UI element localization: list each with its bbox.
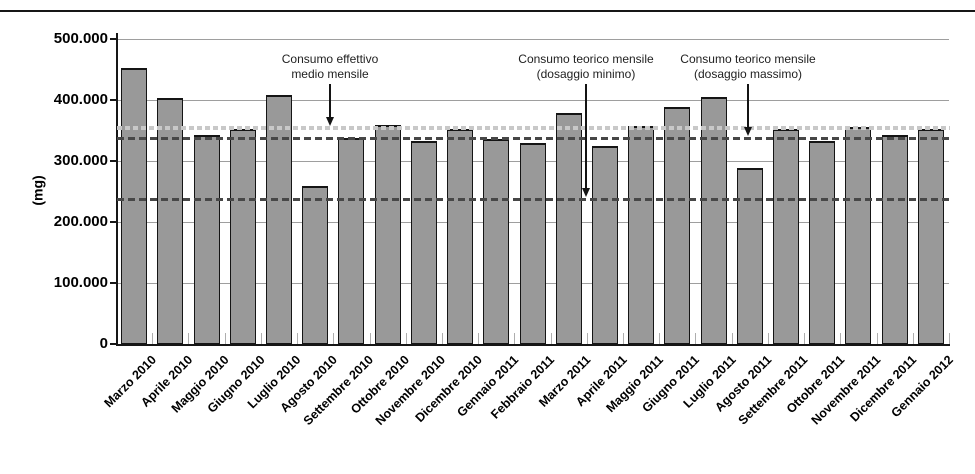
annotation-consumo-effettivo-medio-mensile: Consumo effettivo medio mensile <box>210 52 450 82</box>
y-axis-tick-label: 200.000 <box>53 213 108 230</box>
reference-line-consumo-effettivo-medio-mensile <box>117 126 950 131</box>
x-axis-category-tick <box>840 333 842 344</box>
x-axis-category-tick <box>297 333 299 344</box>
y-axis-tick <box>110 38 116 40</box>
y-axis-tick <box>110 282 116 284</box>
bar-novembre-2010 <box>410 140 437 344</box>
x-axis-category-tick <box>586 333 588 344</box>
bar-marzo-2010 <box>121 68 148 344</box>
x-axis-category-tick <box>514 333 516 344</box>
annotation-arrow-head-consumo-effettivo-medio-mensile <box>325 117 334 127</box>
annotation-arrow-stem-consumo-teorico-mensile-dosaggio-massimo <box>747 84 749 128</box>
bar-aprile-2011 <box>591 146 618 344</box>
y-axis-tick-label: 500.000 <box>53 30 108 47</box>
y-axis-line <box>116 33 118 346</box>
annotation-line: (dosaggio massimo) <box>693 67 803 81</box>
y-axis-tick <box>110 99 116 101</box>
annotation-arrow-stem-consumo-effettivo-medio-mensile <box>329 84 331 118</box>
annotation-consumo-teorico-mensile-dosaggio-minimo: Consumo teorico mensile (dosaggio minimo) <box>466 52 706 82</box>
x-axis-category-tick <box>695 333 697 344</box>
bar-agosto-2010 <box>302 186 329 344</box>
annotation-consumo-teorico-mensile-dosaggio-massimo: Consumo teorico mensile (dosaggio massimo… <box>628 52 868 82</box>
bar-marzo-2011 <box>555 112 582 344</box>
bar-aprile-2010 <box>157 98 184 344</box>
bar-settembre-2011 <box>773 129 800 344</box>
bar-maggio-2010 <box>193 134 220 344</box>
bar-maggio-2011 <box>628 125 655 344</box>
x-axis-category-tick <box>478 333 480 344</box>
x-axis-category-tick <box>441 333 443 344</box>
annotation-arrow-head-consumo-teorico-mensile-dosaggio-minimo <box>581 188 590 198</box>
bar-settembre-2010 <box>338 138 365 344</box>
gridline-500.000 <box>116 39 949 40</box>
x-axis-category-tick <box>949 333 950 344</box>
x-axis-category-tick <box>767 333 769 344</box>
annotation-arrow-head-consumo-teorico-mensile-dosaggio-massimo <box>743 127 752 137</box>
x-axis-category-tick <box>804 333 806 344</box>
y-axis-tick <box>110 221 116 223</box>
x-axis-category-tick <box>260 333 262 344</box>
bar-gennaio-2012 <box>917 129 944 344</box>
bar-febbraio-2011 <box>519 142 546 344</box>
bar-ottobre-2010 <box>374 125 401 344</box>
bar-dicembre-2011 <box>881 134 908 344</box>
bar-giugno-2010 <box>229 129 256 344</box>
bar-ottobre-2011 <box>809 140 836 344</box>
x-axis-category-tick <box>731 333 733 344</box>
annotation-line: (dosaggio minimo) <box>536 67 636 81</box>
x-axis-line <box>116 344 950 346</box>
x-axis-category-tick <box>876 333 878 344</box>
x-axis-category-tick <box>188 333 190 344</box>
y-axis-tick-label: 0 <box>99 335 108 352</box>
bar-luglio-2010 <box>265 94 292 344</box>
x-axis-category-tick <box>224 333 226 344</box>
x-axis-category-tick <box>405 333 407 344</box>
reference-line-consumo-teorico-mensile-dosaggio-massimo <box>117 136 950 140</box>
x-axis-category-tick <box>623 333 625 344</box>
x-axis-category-tick <box>912 333 914 344</box>
gridline-400.000 <box>116 100 949 101</box>
bar-giugno-2011 <box>664 107 691 344</box>
y-axis-tick-label: 300.000 <box>53 152 108 169</box>
bar-luglio-2011 <box>700 96 727 344</box>
x-axis-category-tick <box>333 333 335 344</box>
x-axis-category-tick <box>550 333 552 344</box>
bar-agosto-2011 <box>736 168 763 344</box>
top-border-line <box>0 10 975 12</box>
bar-novembre-2011 <box>845 127 872 344</box>
y-axis-tick <box>110 343 116 345</box>
bar-dicembre-2010 <box>447 129 474 344</box>
y-axis-tick-label: 100.000 <box>53 274 108 291</box>
y-axis-tick <box>110 160 116 162</box>
y-axis-tick-label: 400.000 <box>53 91 108 108</box>
annotation-arrow-stem-consumo-teorico-mensile-dosaggio-minimo <box>585 84 587 189</box>
annotation-line: Consumo effettivo <box>281 52 379 66</box>
x-axis-category-tick <box>152 333 154 344</box>
reference-line-consumo-teorico-mensile-dosaggio-minimo <box>117 197 950 201</box>
x-axis-category-tick <box>369 333 371 344</box>
bar-gennaio-2011 <box>483 139 510 344</box>
annotation-line: Consumo teorico mensile <box>518 52 654 66</box>
x-axis-category-tick <box>659 333 661 344</box>
annotation-line: medio mensile <box>291 67 369 81</box>
annotation-line: Consumo teorico mensile <box>680 52 816 66</box>
